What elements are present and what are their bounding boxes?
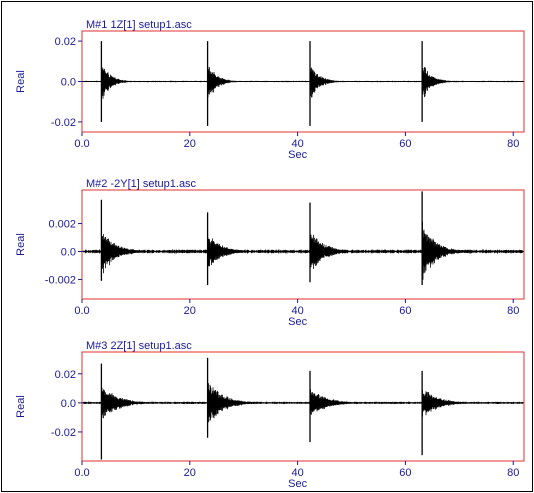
x-tick-label: 60 — [399, 138, 411, 150]
chart-panel-1: M#1 1Z[1] setup1.asc 0.02 0.0 -0.02 0.0 20 40 6… — [15, 19, 525, 161]
y-tick-label: 0.002 — [48, 219, 76, 231]
x-tick-label: 40 — [291, 305, 303, 317]
plot-frame — [81, 351, 525, 462]
x-tick-label: 80 — [507, 305, 519, 317]
y-tick-label: -0.002 — [45, 274, 76, 286]
x-axis-label: Sec — [288, 149, 307, 161]
y-axis-label: Real — [15, 233, 27, 256]
x-tick-label: 80 — [507, 138, 519, 150]
x-tick-label: 60 — [399, 467, 411, 479]
chart-title: M#3 2Z[1] setup1.asc — [86, 340, 192, 352]
chart-panel-3: M#3 2Z[1] setup1.asc 0.02 0.0 -0.02 0.0 20 40 6… — [15, 340, 525, 490]
chart-title: M#1 1Z[1] setup1.asc — [86, 19, 192, 31]
y-axis-label: Real — [15, 395, 27, 418]
x-tick-label: 80 — [507, 467, 519, 479]
x-tick-label: 20 — [184, 467, 196, 479]
y-tick-label: 0.02 — [55, 36, 76, 48]
y-tick-label: -0.02 — [51, 117, 76, 129]
y-axis-label: Real — [15, 70, 27, 93]
x-tick-label: 40 — [291, 138, 303, 150]
y-tick-label: 0.02 — [55, 369, 76, 381]
signal-trace — [83, 65, 523, 99]
x-tick-label: 0.0 — [74, 138, 89, 150]
signal-trace — [83, 221, 523, 280]
x-axis-label: Sec — [288, 478, 307, 490]
signal-trace — [83, 383, 523, 423]
x-tick-label: 40 — [291, 467, 303, 479]
chart-title: M#2 -2Y[1] setup1.asc — [86, 178, 197, 190]
x-tick-label: 20 — [184, 305, 196, 317]
x-tick-label: 0.0 — [74, 467, 89, 479]
x-tick-label: 60 — [399, 305, 411, 317]
chart-panel-2: M#2 -2Y[1] setup1.asc 0.002 0.0 -0.002 0.0 20… — [15, 178, 525, 328]
x-tick-label: 0.0 — [74, 305, 89, 317]
y-tick-label: 0.0 — [61, 246, 76, 258]
plot-frame — [81, 189, 525, 300]
y-tick-label: 0.0 — [61, 77, 76, 89]
x-tick-label: 20 — [184, 138, 196, 150]
x-axis-label: Sec — [288, 316, 307, 328]
y-tick-label: -0.02 — [51, 427, 76, 439]
y-tick-label: 0.0 — [61, 398, 76, 410]
